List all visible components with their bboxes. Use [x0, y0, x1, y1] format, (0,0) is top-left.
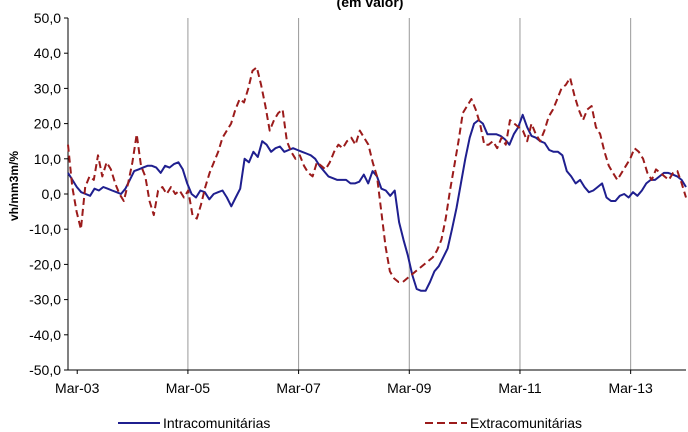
x-tick-label: Mar-05	[166, 380, 211, 396]
y-axis-label: vh/mm3m/%	[7, 151, 21, 221]
axes: -50,0 -40,0 -30,0 -20,0 -10,0 0,0 10,0 20,0 30,0…	[29, 10, 686, 396]
y-tick-label: -40,0	[29, 327, 61, 343]
x-tick-label: Mar-03	[55, 380, 100, 396]
y-tick-label: -30,0	[29, 292, 61, 308]
chart-title: (em valor)	[337, 0, 404, 10]
series-line-extracomunitarias	[67, 66, 687, 283]
gridlines	[187, 18, 632, 370]
legend-label-extracomunitarias: Extracomunitárias	[470, 415, 582, 431]
y-tick-label: 10,0	[34, 151, 61, 167]
y-tick-label: -50,0	[29, 362, 61, 378]
x-tick-label: Mar-07	[276, 380, 321, 396]
x-tick-label: Mar-09	[387, 380, 432, 396]
y-tick-label: 30,0	[34, 80, 61, 96]
legend: Intracomunitárias Extracomunitárias	[118, 415, 582, 431]
y-tick-label: -10,0	[29, 221, 61, 237]
y-tick-label: 0,0	[42, 186, 62, 202]
y-tick-label: 20,0	[34, 116, 61, 132]
x-tick-label: Mar-13	[608, 380, 653, 396]
series-line-intracomunitarias	[67, 113, 687, 292]
legend-label-intracomunitarias: Intracomunitárias	[163, 415, 270, 431]
y-tick-label: -20,0	[29, 256, 61, 272]
y-tick-label: 50,0	[34, 10, 61, 26]
series-lines	[67, 66, 687, 292]
x-tick-label: Mar-11	[498, 380, 542, 396]
y-tick-label: 40,0	[34, 45, 61, 61]
